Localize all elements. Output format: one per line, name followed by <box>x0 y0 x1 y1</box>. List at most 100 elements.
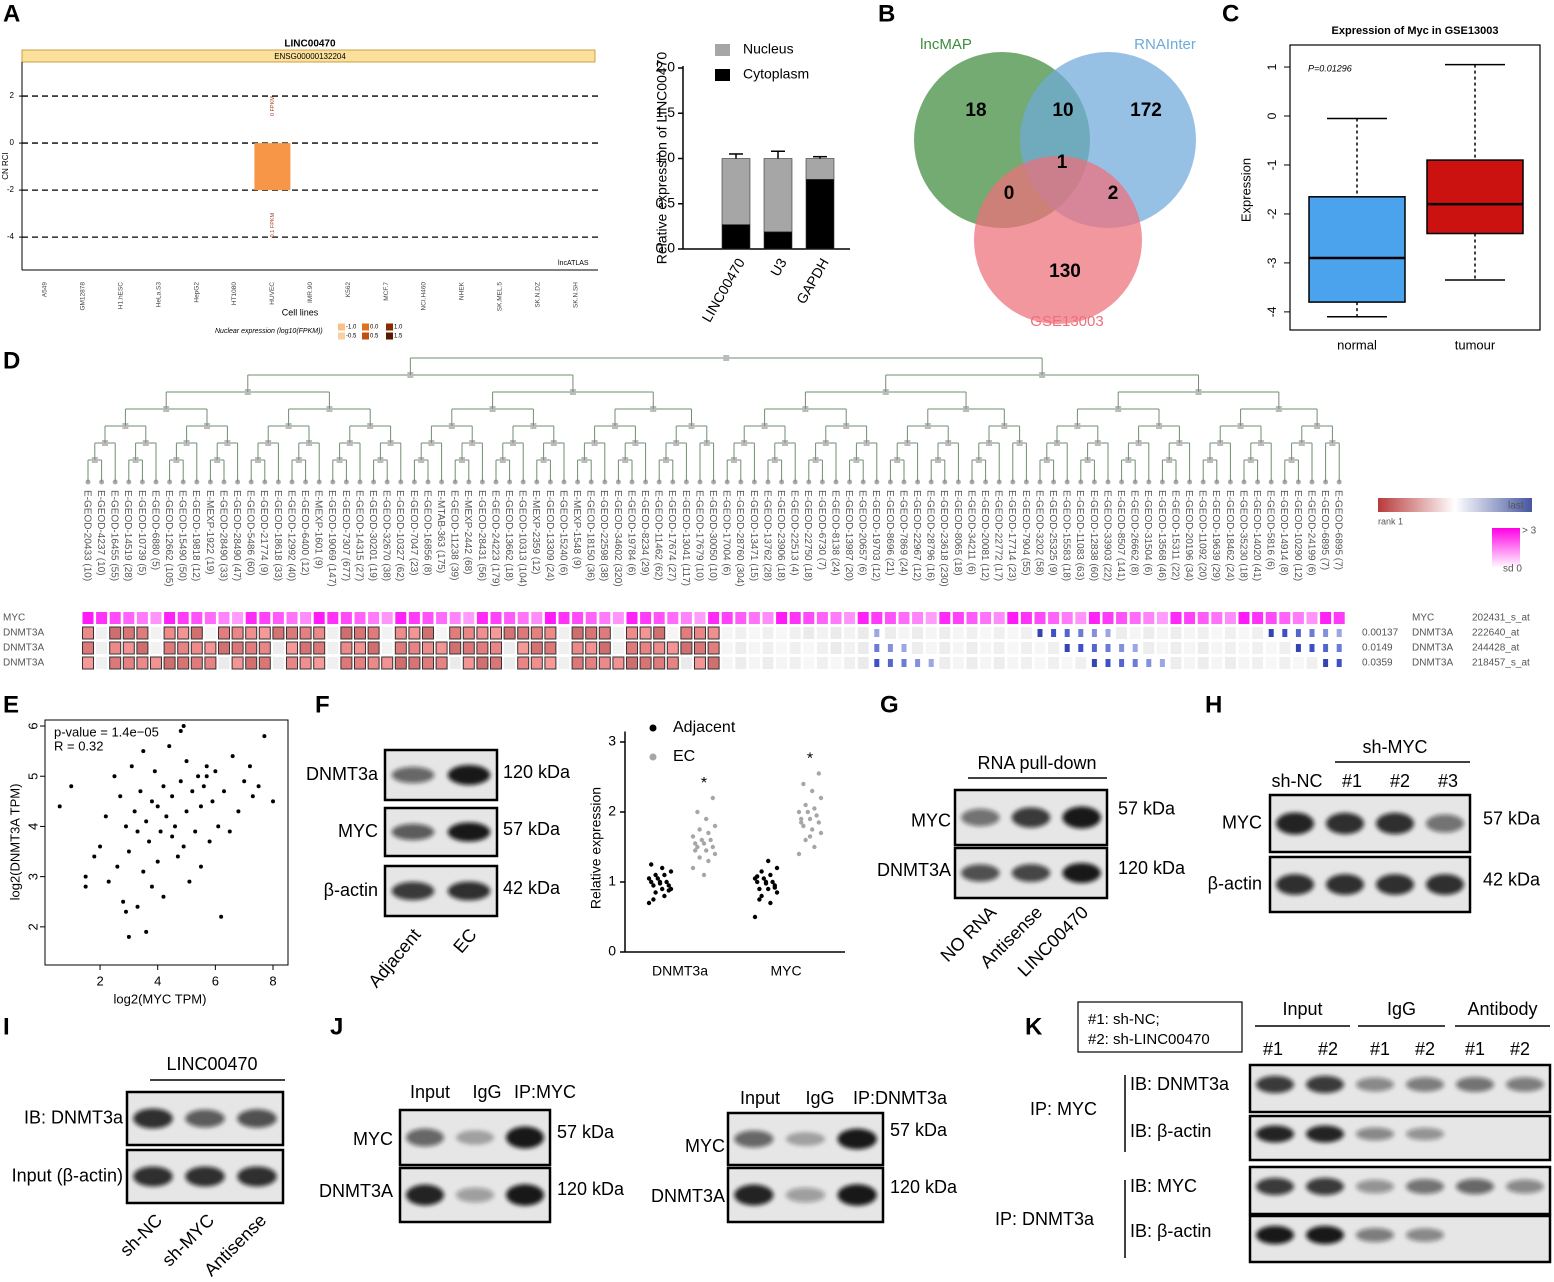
heatmap-cell <box>748 612 760 624</box>
band <box>391 881 435 901</box>
lane-label: Adjacent <box>364 925 424 992</box>
column-label: E-GEOD-3202 (58) <box>1033 490 1044 576</box>
heatmap-cell <box>1105 659 1111 667</box>
lane-label: #2 <box>1318 1039 1338 1059</box>
lane-label: #3 <box>1438 771 1458 791</box>
heatmap-cell <box>901 659 907 667</box>
point <box>83 874 88 879</box>
heatmap-cell <box>232 612 244 624</box>
column-label: E-GEOD-28796 (16) <box>925 490 936 581</box>
heatmap-cell <box>245 656 258 670</box>
point <box>167 744 172 749</box>
point <box>796 809 802 815</box>
heatmap-cell <box>721 642 733 654</box>
heatmap-cell <box>966 627 978 639</box>
heatmap-cell <box>1078 629 1084 637</box>
heatmap-cell <box>666 656 679 670</box>
heatmap-cell <box>952 642 964 654</box>
point <box>204 774 209 779</box>
heatmap-cell <box>1048 642 1060 654</box>
heatmap-cell <box>164 612 176 624</box>
subtitle: ENSG00000132204 <box>274 52 346 61</box>
column-label: E-GEOD-10327 (62) <box>394 490 405 581</box>
heatmap-cell <box>789 657 801 669</box>
heatmap-cell <box>394 656 407 670</box>
heatmap-cell <box>803 612 815 624</box>
point <box>135 829 140 834</box>
heatmap-cell <box>531 612 543 624</box>
point <box>655 876 660 881</box>
heatmap-cell <box>966 657 978 669</box>
heatmap-cell <box>272 642 284 654</box>
heatmap-cell <box>218 612 230 624</box>
heatmap-cell <box>1156 627 1168 639</box>
heatmap-cell <box>504 612 516 624</box>
heatmap-cell <box>327 612 339 624</box>
point <box>657 881 663 886</box>
column-label: E-GEOD-11238 (39) <box>449 490 460 580</box>
heatmap-cell <box>680 626 693 640</box>
heatmap-cell <box>1088 612 1100 624</box>
heatmap-cell <box>1306 612 1318 624</box>
band <box>1326 812 1364 835</box>
heatmap-cell <box>1292 657 1304 669</box>
column-label: E-GEOD-20657 (6) <box>857 490 868 576</box>
heatmap-cell <box>585 626 598 640</box>
legend-swatch <box>338 323 345 331</box>
heatmap-cell <box>1252 612 1264 624</box>
heatmap-cell <box>1238 642 1250 654</box>
heatmap-cell <box>626 626 638 640</box>
heatmap-cell <box>571 626 584 640</box>
heatmap-cell <box>585 612 597 624</box>
column-label: E-GEOD-28760 (304) <box>734 490 745 587</box>
heatmap-cell <box>136 626 149 640</box>
heatmap-cell <box>340 612 352 624</box>
heatmap-cell <box>952 612 964 624</box>
column-label: E-GEOD-13471 (15) <box>748 490 759 581</box>
heatmap-cell <box>653 626 666 640</box>
heatmap-cell <box>748 642 760 654</box>
x-tick-label: K562 <box>345 282 352 298</box>
point <box>227 829 232 834</box>
point <box>184 759 189 764</box>
bar-segment <box>763 231 793 250</box>
heatmap-cell <box>490 641 502 655</box>
heatmap-cell <box>789 627 801 639</box>
band <box>1276 812 1314 835</box>
column-label: E-GEOD-19639 (29) <box>1210 490 1221 581</box>
heatmap-cell <box>367 641 380 655</box>
heatmap-cell <box>993 612 1005 624</box>
legend-label: 1.0 <box>394 325 403 331</box>
heatmap-cell <box>1170 612 1182 624</box>
legend-swatch <box>362 332 369 340</box>
point <box>818 795 824 801</box>
x-tick-label: SK.N.DZ <box>534 282 541 308</box>
ip-label: IP: DNMT3a <box>995 1209 1095 1229</box>
key-label: #2: sh-LINC00470 <box>1088 1031 1210 1048</box>
blot-size: 120 kDa <box>890 1177 958 1197</box>
heatmap-cell <box>1197 612 1209 624</box>
point <box>216 824 221 829</box>
column-label: E-GEOD-21774 (9) <box>258 490 269 576</box>
band <box>1011 807 1051 828</box>
column-label: E-GEOD-19069 (147) <box>326 490 337 587</box>
heatmap-cell <box>1238 657 1250 669</box>
heatmap-cell <box>1129 627 1141 639</box>
legend-label: rank 1 <box>1378 516 1403 526</box>
column-label: E-GEOD-30201 (19) <box>367 490 378 581</box>
point <box>129 764 134 769</box>
point <box>190 789 195 794</box>
heatmap-cell <box>1197 657 1209 669</box>
heatmap-cell <box>1078 644 1084 652</box>
point <box>112 774 117 779</box>
bar-segment <box>721 158 751 225</box>
heatmap-cell <box>1170 657 1182 669</box>
venn-count: 0 <box>1004 183 1015 204</box>
heatmap-cell <box>1020 612 1032 624</box>
heatmap-cell <box>1007 612 1019 624</box>
y-axis-label: Relative expression <box>588 787 604 909</box>
heatmap-cell <box>912 627 924 639</box>
heatmap-cell <box>830 627 842 639</box>
column-label: E-MEXP-1601 (9) <box>313 490 324 569</box>
heatmap-cell <box>517 656 530 670</box>
